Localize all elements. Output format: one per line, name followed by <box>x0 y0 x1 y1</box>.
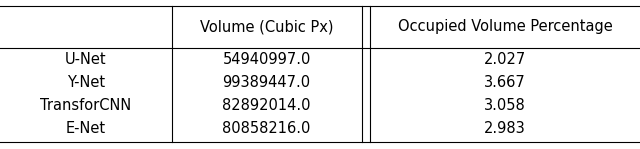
Text: 80858216.0: 80858216.0 <box>222 121 311 136</box>
Text: 3.667: 3.667 <box>484 75 526 90</box>
Text: Y-Net: Y-Net <box>67 75 105 90</box>
Text: 3.058: 3.058 <box>484 98 526 113</box>
Text: 99389447.0: 99389447.0 <box>223 75 310 90</box>
Text: U-Net: U-Net <box>65 52 107 67</box>
Text: TransforCNN: TransforCNN <box>40 98 131 113</box>
Text: 82892014.0: 82892014.0 <box>222 98 311 113</box>
Text: 2.027: 2.027 <box>484 52 526 67</box>
Text: E-Net: E-Net <box>66 121 106 136</box>
Text: Volume (Cubic Px): Volume (Cubic Px) <box>200 19 333 34</box>
Text: 2.983: 2.983 <box>484 121 526 136</box>
Text: Occupied Volume Percentage: Occupied Volume Percentage <box>397 19 612 34</box>
Text: 54940997.0: 54940997.0 <box>222 52 311 67</box>
